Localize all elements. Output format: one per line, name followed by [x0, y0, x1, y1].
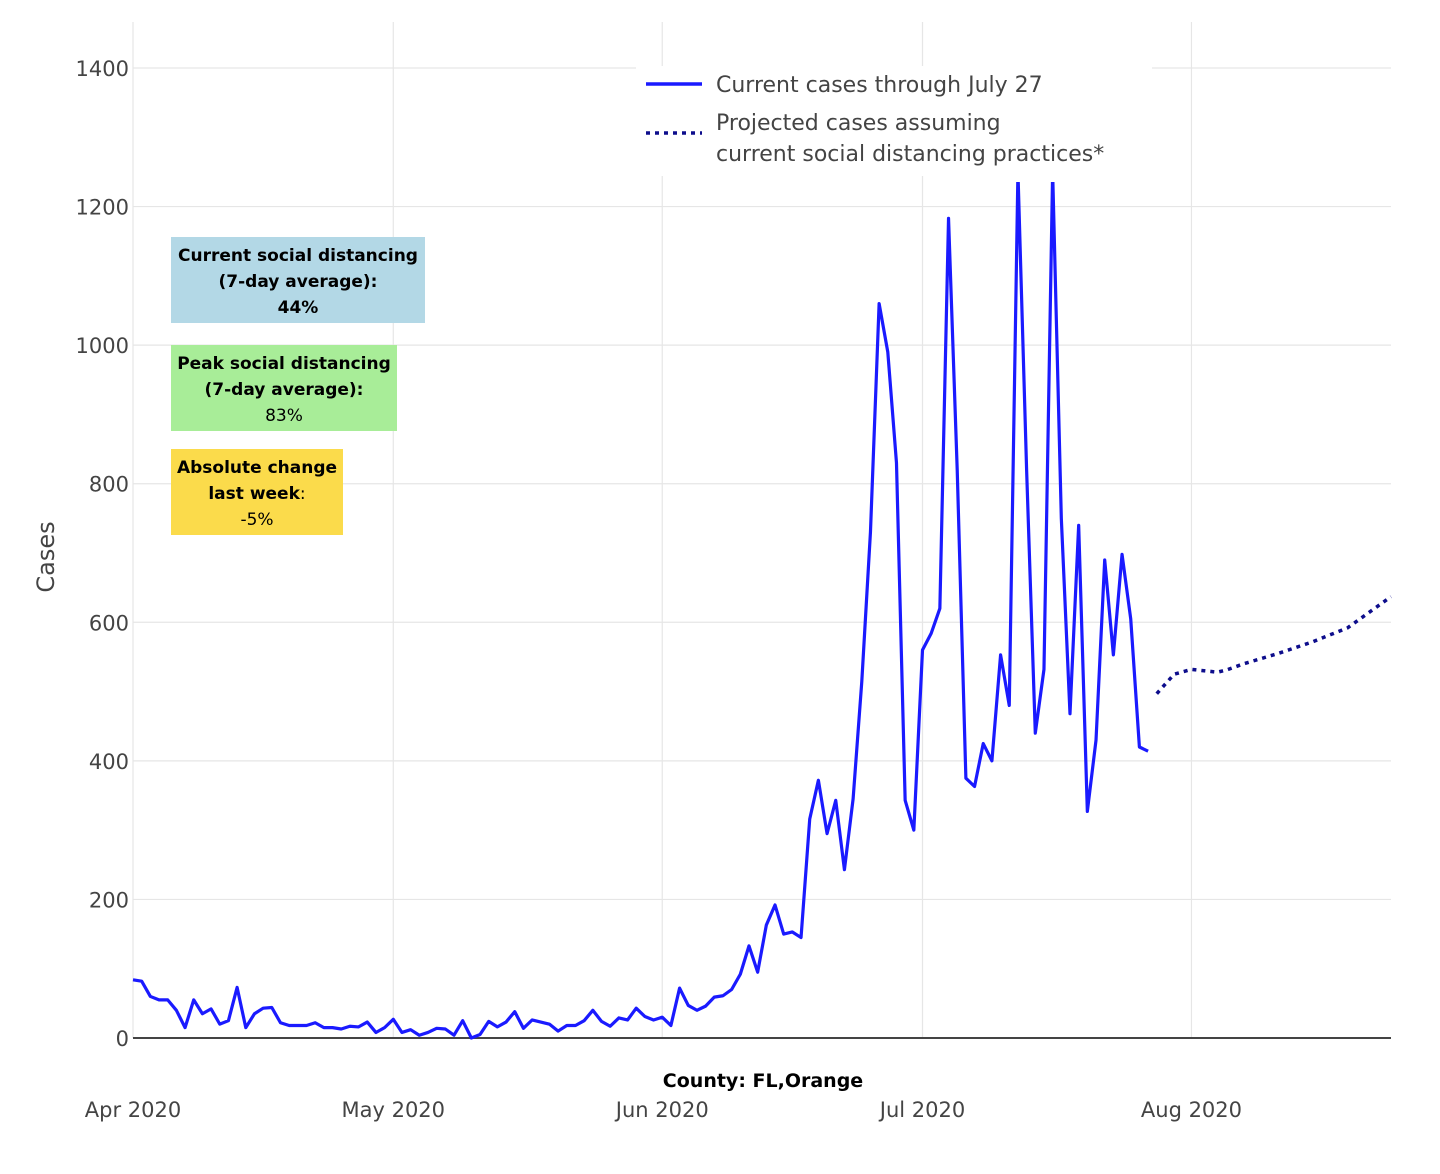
- annotation-absolute-change: Absolute change last week: -5%: [171, 449, 343, 535]
- annotation-peak-line2: (7-day average):: [205, 380, 364, 400]
- y-tick-label: 1200: [76, 196, 129, 220]
- annotation-change-bg: [171, 449, 343, 535]
- annotation-current-bg: [171, 237, 425, 323]
- y-tick-label: 1400: [76, 57, 129, 81]
- gridlines: [132, 22, 1391, 1038]
- axes: 0 200 400 600 800 1000 1200 1400 Apr 2020 May 202…: [76, 57, 1391, 1122]
- legend-label-projected-line: current social distancing practices*: [716, 142, 1104, 167]
- y-tick-label: 0: [116, 1027, 129, 1051]
- annotation-peak-distancing: Peak social distancing (7-day average): …: [171, 345, 397, 431]
- x-tick-label: Aug 2020: [1141, 1098, 1242, 1122]
- y-tick-label: 800: [89, 473, 129, 497]
- x-tick-label: Jul 2020: [878, 1098, 965, 1122]
- legend-background: [636, 66, 1152, 176]
- legend-label-projected: Projected cases assuming current social d…: [716, 111, 1104, 167]
- y-tick-label: 200: [89, 888, 129, 912]
- current-cases-line: [132, 182, 1149, 1040]
- annotation-current-distancing: Current social distancing (7-day average…: [171, 237, 425, 323]
- projected-cases-line: [1155, 595, 1393, 695]
- series: [132, 182, 1393, 1040]
- annotation-current-value: 44%: [278, 298, 319, 318]
- annotation-change-line2: last week:: [208, 484, 305, 504]
- county-label: County: FL,Orange: [663, 1070, 863, 1092]
- x-tick-label: May 2020: [342, 1098, 446, 1122]
- x-tick-label: Jun 2020: [614, 1098, 709, 1122]
- annotation-peak-line1: Peak social distancing: [177, 354, 391, 374]
- legend: Current cases through July 27 Projected …: [636, 66, 1152, 176]
- annotation-change-colon: :: [300, 484, 306, 504]
- y-tick-label: 400: [89, 750, 129, 774]
- x-tick-label: Apr 2020: [85, 1098, 181, 1122]
- annotation-current-line1: Current social distancing: [178, 246, 418, 266]
- legend-label-current: Current cases through July 27: [716, 73, 1043, 98]
- annotation-change-value: -5%: [240, 510, 273, 530]
- legend-label-projected-line: Projected cases assuming: [716, 111, 1001, 136]
- y-axis-title: Cases: [32, 521, 60, 592]
- y-tick-label: 600: [89, 611, 129, 635]
- y-tick-label: 1000: [76, 334, 129, 358]
- annotation-change-line2-bold: last week: [208, 484, 300, 504]
- annotation-change-line1: Absolute change: [177, 458, 337, 478]
- annotation-current-line2: (7-day average):: [219, 272, 378, 292]
- annotation-peak-bg: [171, 345, 397, 431]
- annotation-peak-value: 83%: [265, 406, 303, 426]
